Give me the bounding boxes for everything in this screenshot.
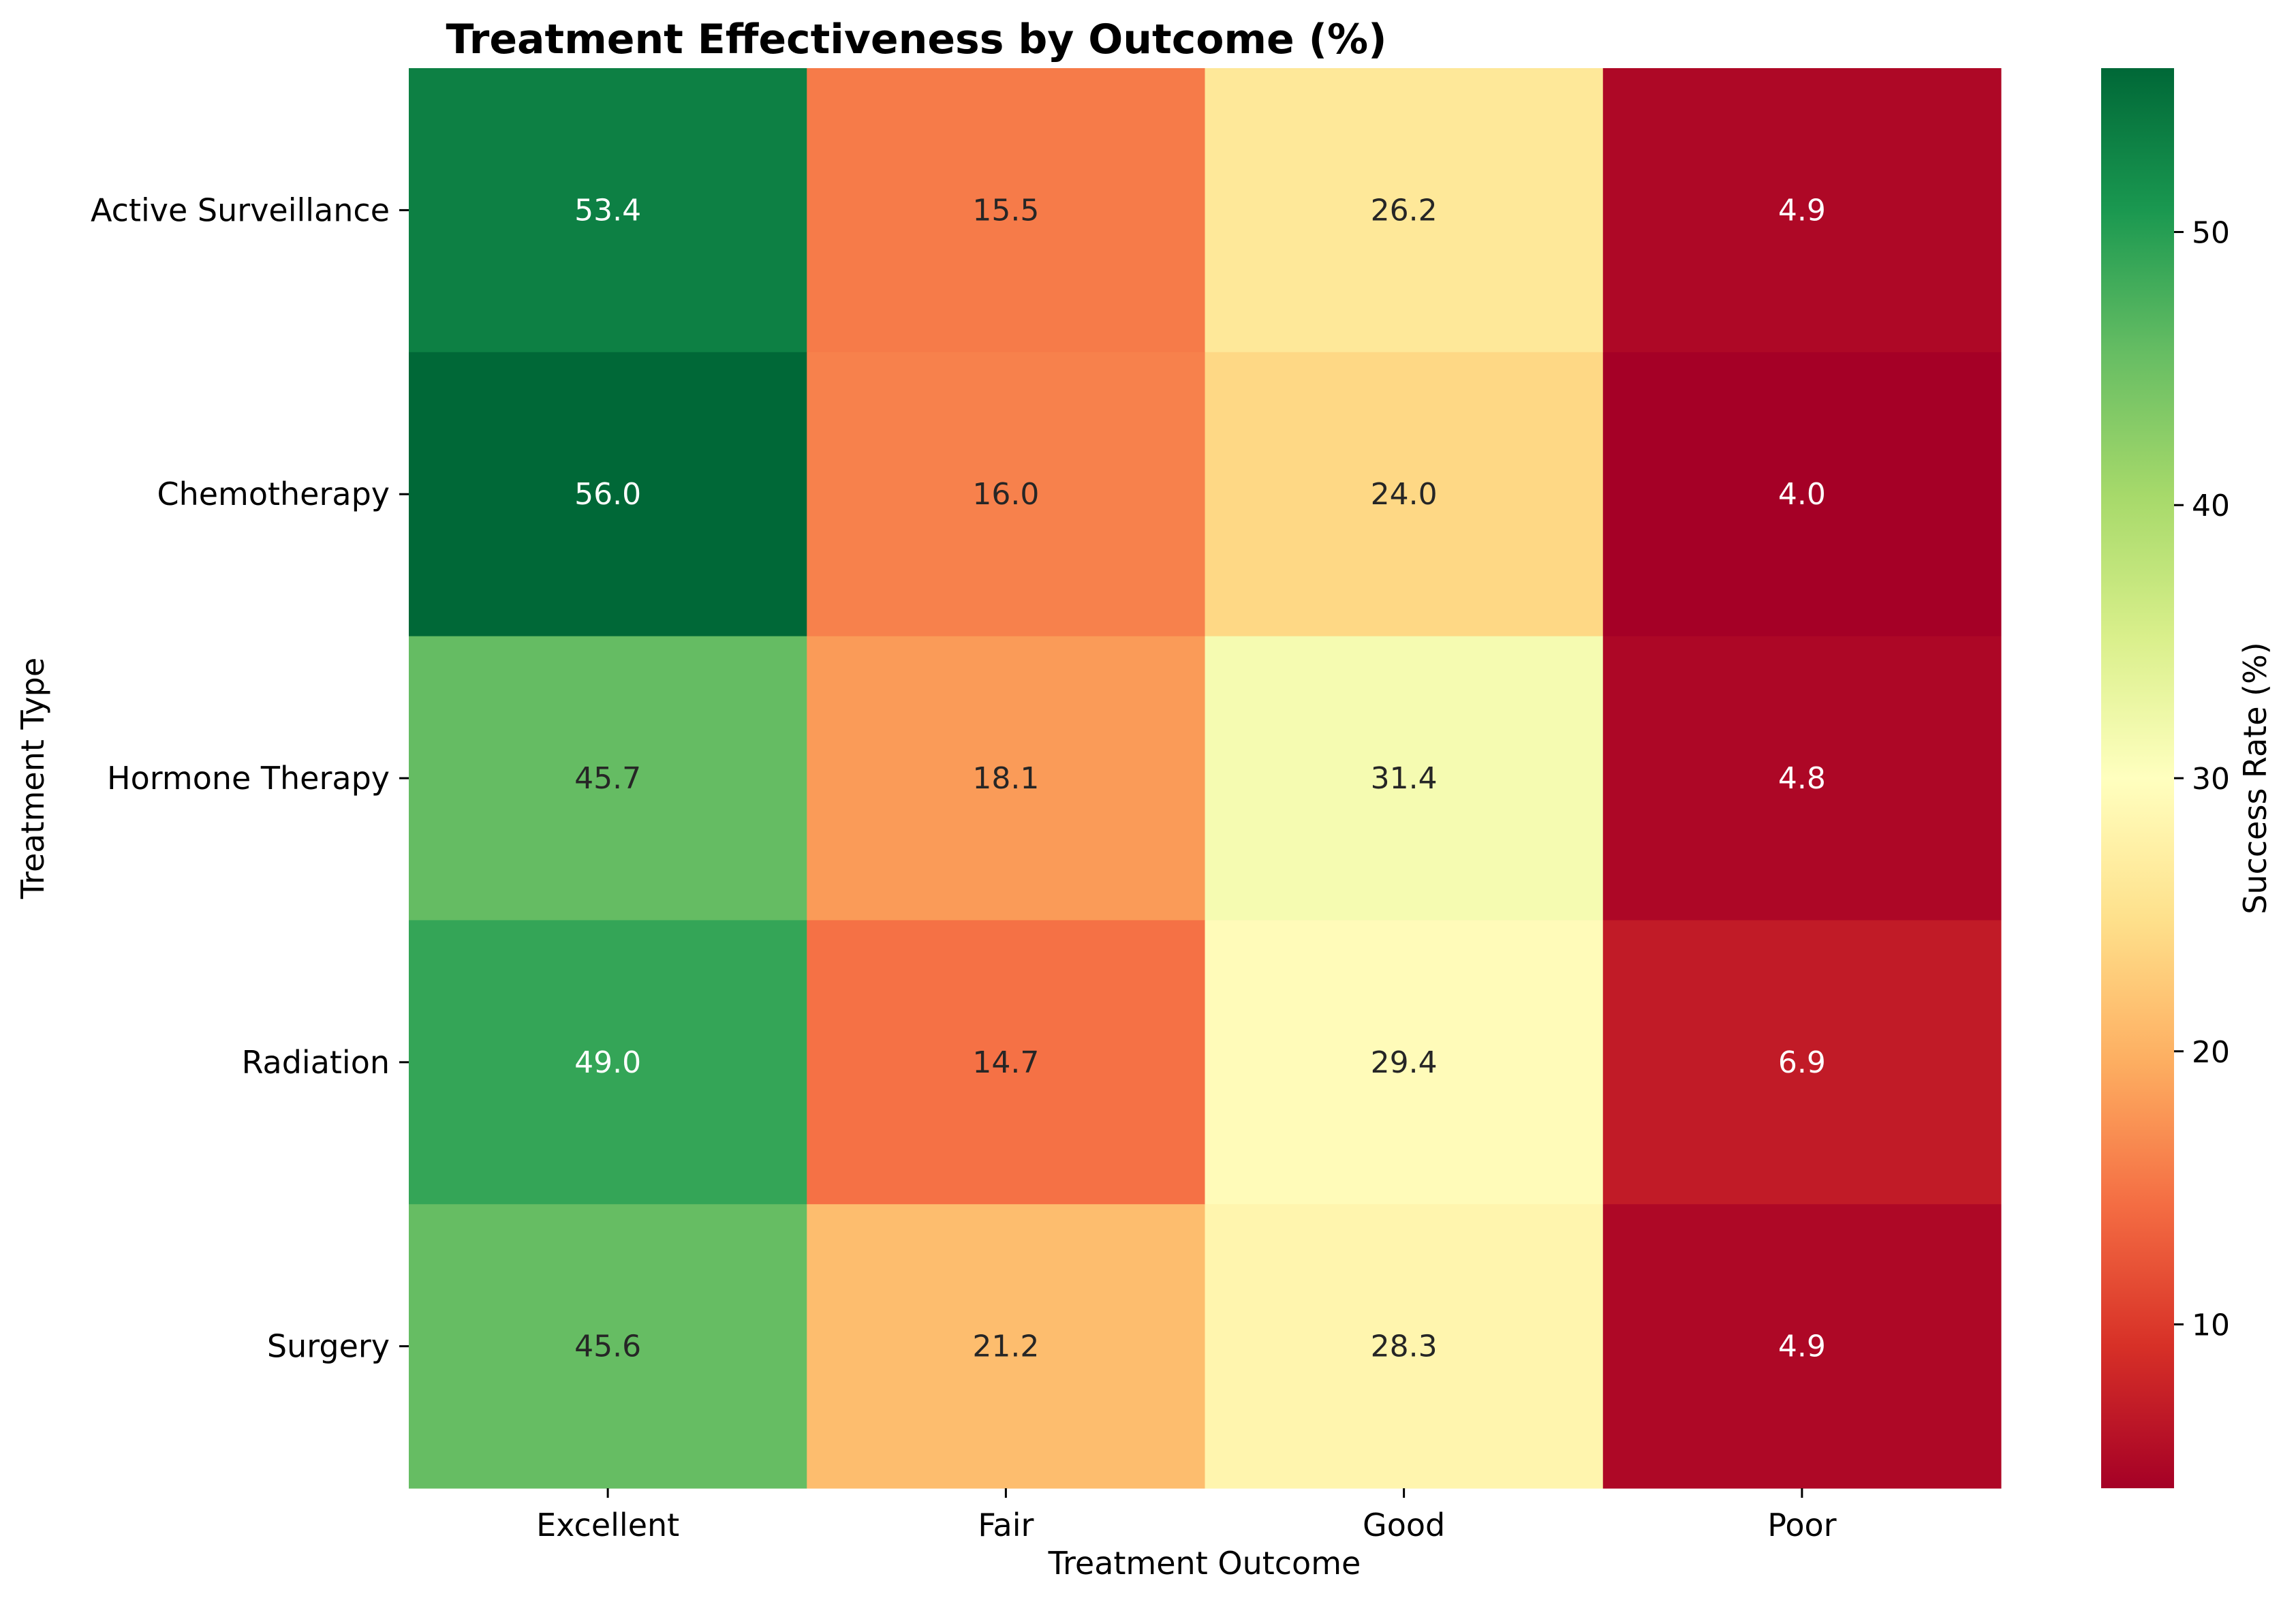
heatmap-cell [1205, 68, 1604, 353]
colorbar-tick-label: 10 [2192, 1308, 2230, 1343]
colorbar-tick-label: 30 [2192, 762, 2230, 797]
heatmap-cell [807, 68, 1205, 353]
colorbar-gradient [2101, 68, 2174, 1488]
y-tick-label: Active Surveillance [91, 191, 390, 228]
cell-value-label: 16.0 [972, 477, 1039, 512]
colorbar-label: Success Rate (%) [2237, 642, 2274, 914]
y-tick-label: Chemotherapy [157, 476, 390, 512]
heatmap-cells: 53.4 15.5 26.2 4.9 56.0 16.0 24.0 4.0 45.7 18.1 31… [409, 68, 2002, 1489]
x-tick-label: Good [1363, 1507, 1445, 1543]
colorbar-tick-label: 20 [2192, 1035, 2230, 1070]
heatmap-cell [1602, 920, 2002, 1205]
heatmap-cell [1205, 1204, 1604, 1489]
heatmap-cell [807, 1204, 1205, 1489]
cell-value-label: 6.9 [1778, 1045, 1826, 1080]
cell-value-label: 31.4 [1371, 761, 1438, 796]
cell-value-label: 4.8 [1778, 761, 1826, 796]
cell-value-label: 15.5 [972, 193, 1039, 228]
chart-title: Treatment Effectiveness by Outcome (%) [446, 16, 1386, 63]
cell-value-label: 45.6 [574, 1329, 641, 1364]
colorbar-tick-label: 50 [2192, 215, 2230, 250]
heatmap-cell [1602, 636, 2002, 921]
cell-value-label: 4.9 [1778, 193, 1826, 228]
y-tick-label: Radiation [242, 1044, 390, 1081]
heatmap-cell [409, 636, 807, 921]
heatmap-cell [1205, 636, 1604, 921]
cell-value-label: 4.9 [1778, 1329, 1826, 1364]
heatmap-cell [1205, 352, 1604, 637]
heatmap-cell [1602, 352, 2002, 637]
cell-value-label: 29.4 [1371, 1045, 1438, 1080]
y-tick-label: Hormone Therapy [107, 760, 390, 797]
colorbar: 10 20 30 40 50 [2101, 68, 2230, 1488]
y-axis: Active Surveillance Chemotherapy Hormone T… [91, 191, 409, 1365]
y-axis-label: Treatment Type [14, 658, 51, 899]
cell-value-label: 4.0 [1778, 477, 1826, 512]
x-tick-label: Fair [978, 1507, 1034, 1543]
x-axis-label: Treatment Outcome [1048, 1545, 1361, 1582]
heatmap-cell [807, 352, 1205, 637]
heatmap-cell [807, 920, 1205, 1205]
heatmap-cell [409, 352, 807, 637]
heatmap-cell [409, 920, 807, 1205]
cell-value-label: 56.0 [574, 477, 641, 512]
heatmap-cell [409, 1204, 807, 1489]
heatmap-cell [409, 68, 807, 353]
cell-value-label: 45.7 [574, 761, 641, 796]
y-tick-label: Surgery [267, 1328, 390, 1365]
cell-value-label: 53.4 [574, 193, 641, 228]
cell-value-label: 14.7 [972, 1045, 1039, 1080]
x-tick-label: Poor [1767, 1507, 1836, 1543]
cell-value-label: 24.0 [1371, 477, 1438, 512]
heatmap-cell [807, 636, 1205, 921]
x-tick-label: Excellent [536, 1507, 679, 1543]
colorbar-tick-label: 40 [2192, 489, 2230, 523]
heatmap-cell [1602, 1204, 2002, 1489]
cell-value-label: 21.2 [972, 1329, 1039, 1364]
heatmap-cell [1205, 920, 1604, 1205]
x-axis: Excellent Fair Good Poor [536, 1488, 1837, 1543]
cell-value-label: 26.2 [1371, 193, 1438, 228]
cell-value-label: 49.0 [574, 1045, 641, 1080]
cell-value-label: 18.1 [972, 761, 1039, 796]
heatmap-cell [1602, 68, 2002, 353]
cell-value-label: 28.3 [1371, 1329, 1438, 1364]
